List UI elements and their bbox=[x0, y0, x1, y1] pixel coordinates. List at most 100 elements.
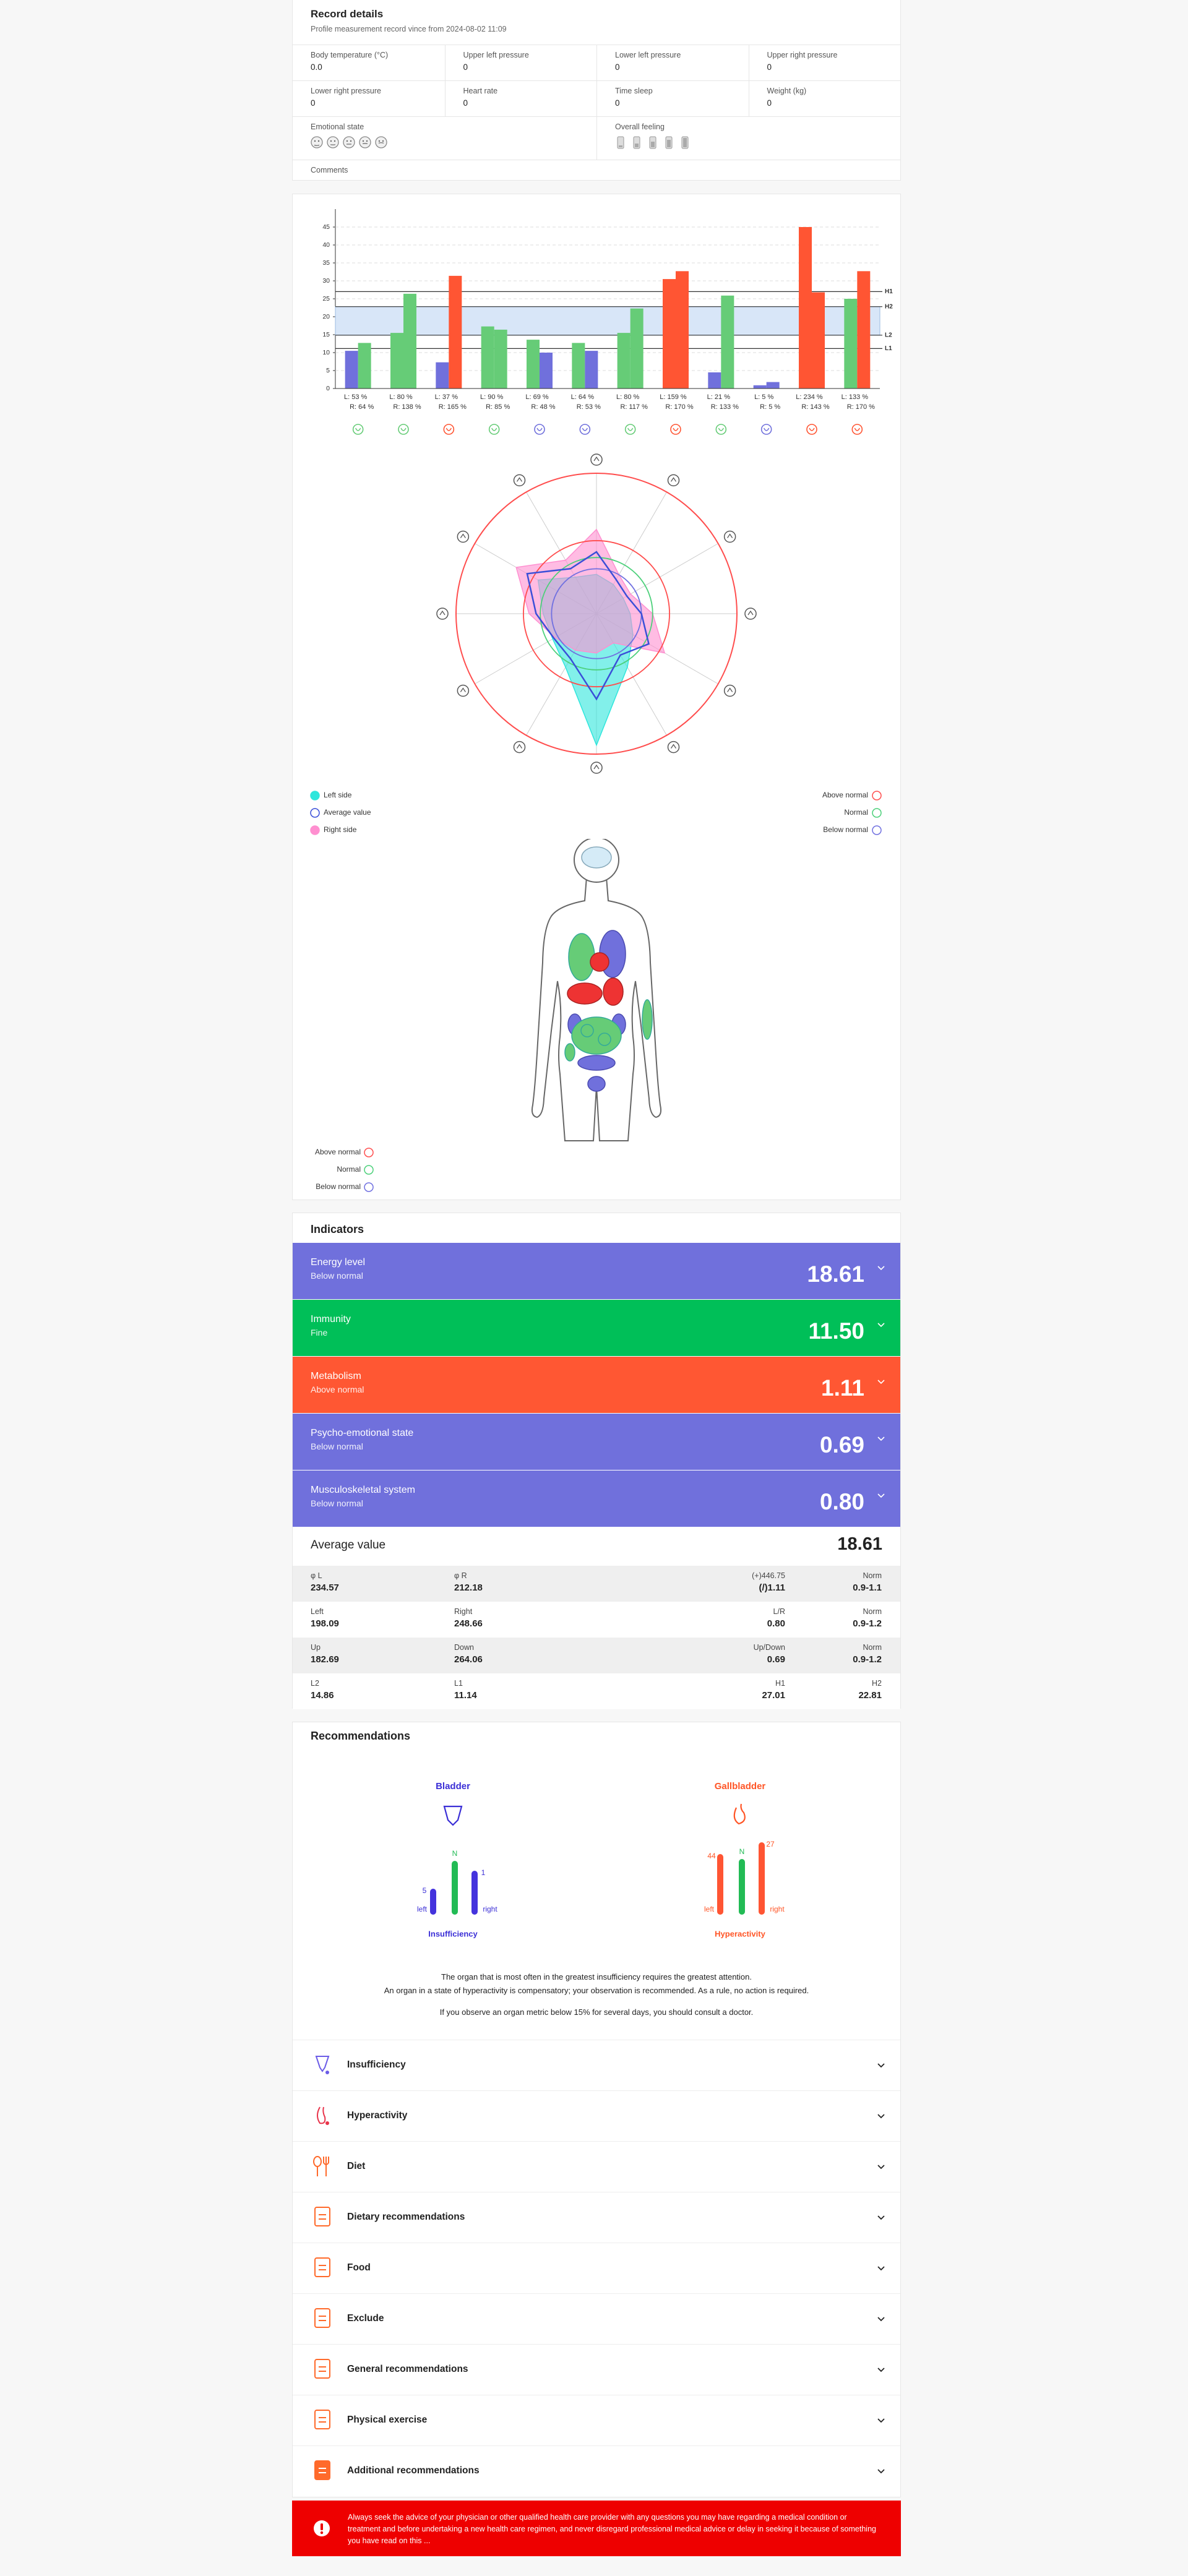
field-value: 0 bbox=[615, 62, 620, 72]
legend-swatch bbox=[872, 808, 882, 818]
x-tick-label: L: 21 % bbox=[707, 393, 731, 401]
section-icon bbox=[314, 2207, 330, 2226]
field-cell: Upper right pressure 0 bbox=[748, 45, 900, 80]
norm-band bbox=[335, 306, 880, 336]
x-tick-label: L: 90 % bbox=[480, 393, 504, 401]
body-outline bbox=[531, 877, 662, 1141]
expand-chevron[interactable] bbox=[877, 1265, 885, 1271]
axis-icon bbox=[513, 474, 526, 487]
x-tick-label: R: 143 % bbox=[801, 403, 829, 411]
bar bbox=[449, 275, 462, 389]
section-icon bbox=[313, 2156, 329, 2176]
face-eye bbox=[314, 140, 316, 142]
expand-chevron[interactable] bbox=[877, 1322, 885, 1328]
organ-icon-detail bbox=[854, 427, 860, 431]
x-tick-label: R: 117 % bbox=[620, 403, 648, 411]
mini-bar bbox=[717, 1854, 723, 1915]
stats-label: Norm bbox=[863, 1607, 882, 1616]
bar bbox=[527, 340, 540, 389]
radar-series bbox=[515, 528, 666, 654]
indicator-name: Psycho-emotional state bbox=[311, 1428, 414, 1438]
stats-cell: Left 198.09 bbox=[311, 1607, 339, 1629]
indicator-row[interactable]: Immunity Fine 11.50 bbox=[293, 1300, 900, 1356]
legend-label: Above normal bbox=[822, 791, 868, 799]
radar-chart: Left side Average value Right side Above no… bbox=[310, 453, 882, 835]
expand-chevron[interactable] bbox=[877, 1379, 885, 1385]
mini-bar bbox=[739, 1859, 745, 1915]
chevron-line bbox=[877, 2063, 885, 2068]
legend-swatch bbox=[310, 791, 320, 801]
emotional-cell: Emotional state bbox=[293, 116, 596, 160]
stats-value: 248.66 bbox=[454, 1618, 483, 1629]
x-tick-label: L: 80 % bbox=[616, 393, 640, 401]
expand-chevron[interactable] bbox=[877, 2367, 885, 2373]
expand-chevron[interactable] bbox=[877, 2063, 885, 2069]
indicator-row[interactable]: Psycho-emotional state Below normal 0.69 bbox=[293, 1414, 900, 1470]
axis-icon bbox=[667, 741, 680, 753]
chevron-line bbox=[877, 1436, 885, 1441]
x-tick-label: R: 48 % bbox=[531, 403, 555, 411]
indicator-row[interactable]: Metabolism Above normal 1.11 bbox=[293, 1357, 900, 1413]
organ-icon bbox=[443, 1805, 463, 1826]
emotion-icons bbox=[311, 136, 387, 148]
legend-swatch bbox=[310, 808, 320, 818]
stats-label: L1 bbox=[454, 1679, 463, 1688]
x-tick-label: R: 165 % bbox=[439, 403, 467, 411]
recommendation-section[interactable]: Food bbox=[293, 2243, 900, 2294]
axis-icon-detail bbox=[460, 687, 466, 692]
field-cell: Body temperature (°C) 0.0 bbox=[293, 45, 445, 80]
expand-chevron[interactable] bbox=[877, 1436, 885, 1442]
stats-label: Norm bbox=[863, 1643, 882, 1652]
x-tick-label: L: 53 % bbox=[344, 393, 368, 401]
expand-chevron[interactable] bbox=[877, 2265, 885, 2272]
face-eye bbox=[362, 140, 364, 142]
indicator-row[interactable]: Musculoskeletal system Below normal 0.80 bbox=[293, 1470, 900, 1527]
emotion-face bbox=[343, 136, 355, 148]
stats-row: L2 14.86 L1 11.14 H1 27.01 H2 22.81 bbox=[293, 1673, 900, 1709]
field-value: 0 bbox=[311, 98, 316, 108]
organ-icon-detail bbox=[536, 427, 543, 431]
stats-value: 22.81 bbox=[858, 1690, 882, 1701]
intestine-loop bbox=[598, 1033, 611, 1046]
expand-chevron[interactable] bbox=[877, 2215, 885, 2221]
recommendation-section[interactable]: Additional recommendations bbox=[293, 2445, 900, 2497]
stats-label: φ L bbox=[311, 1571, 322, 1580]
expand-chevron[interactable] bbox=[877, 1493, 885, 1499]
expand-chevron[interactable] bbox=[877, 2316, 885, 2322]
expand-chevron[interactable] bbox=[877, 2113, 885, 2119]
legend-label: Below normal bbox=[316, 1182, 361, 1191]
stats-value: 0.9-1.2 bbox=[853, 1618, 882, 1629]
legend-label: Average value bbox=[324, 808, 371, 817]
feeling-cell: Overall feeling bbox=[596, 116, 900, 160]
icon-doc bbox=[314, 2460, 330, 2480]
recommendation-section[interactable]: Dietary recommendations bbox=[293, 2192, 900, 2243]
field-label: Upper left pressure bbox=[463, 51, 529, 59]
recommendation-section[interactable]: Exclude bbox=[293, 2293, 900, 2345]
legend-swatch bbox=[364, 1148, 374, 1157]
intestine-loop bbox=[580, 1024, 594, 1037]
average-value: 18.61 bbox=[837, 1534, 882, 1554]
chevron-line bbox=[877, 1380, 885, 1385]
stats-value: 0.69 bbox=[767, 1654, 785, 1665]
stats-value: 234.57 bbox=[311, 1582, 339, 1593]
field-value: 0 bbox=[767, 98, 772, 108]
recommendation-section[interactable]: Diet bbox=[293, 2141, 900, 2192]
indicator-row[interactable]: Energy level Below normal 18.61 bbox=[293, 1243, 900, 1299]
organ-icon-detail bbox=[673, 427, 679, 431]
field-label: Weight (kg) bbox=[767, 87, 807, 95]
stats-cell: Right 248.66 bbox=[454, 1607, 483, 1629]
recommendation-section[interactable]: Hyperactivity bbox=[293, 2090, 900, 2142]
pelvis bbox=[577, 1055, 616, 1071]
bar-chart: 0 5 10 15 20 25 30 35 40 45 H1 H2 L2 L1 L: 53 % R: 64 %… bbox=[322, 209, 893, 435]
indicator-status: Above normal bbox=[311, 1385, 364, 1394]
radar-series bbox=[526, 551, 650, 701]
stats-cell: φ L 234.57 bbox=[311, 1571, 339, 1593]
recommendation-section[interactable]: Physical exercise bbox=[293, 2395, 900, 2446]
recommendation-section[interactable]: Insufficiency bbox=[293, 2040, 900, 2091]
expand-chevron[interactable] bbox=[877, 2164, 885, 2170]
recommendation-section[interactable]: General recommendations bbox=[293, 2344, 900, 2395]
expand-chevron[interactable] bbox=[877, 2468, 885, 2475]
icon-dot bbox=[325, 2121, 329, 2125]
bar bbox=[721, 295, 734, 389]
expand-chevron[interactable] bbox=[877, 2418, 885, 2424]
